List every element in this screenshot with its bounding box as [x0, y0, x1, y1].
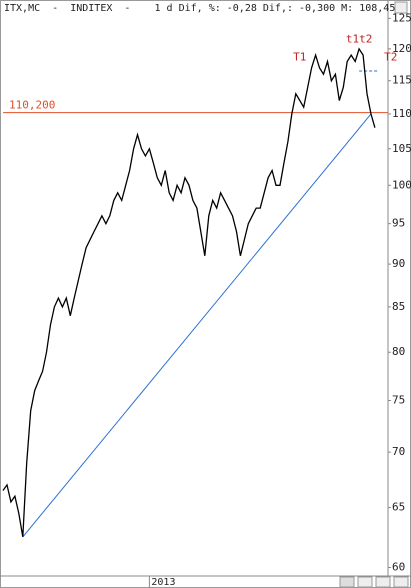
zoom-out-button[interactable]: [375, 576, 391, 588]
y-tick-label: 115: [392, 74, 411, 87]
y-tick-label: 120: [392, 42, 411, 55]
toolbar: [339, 576, 409, 588]
chart-title: ITX,MC - INDITEX - 1 d Dif, %: -0,28 Dif…: [4, 3, 401, 14]
y-tick-label: 95: [392, 217, 405, 230]
fit-button[interactable]: [393, 576, 409, 588]
menu-button[interactable]: [394, 1, 408, 14]
y-tick-label: 65: [392, 501, 405, 514]
annotation: T1: [293, 51, 306, 64]
y-tick-label: 80: [392, 345, 405, 358]
scroll-button[interactable]: [339, 576, 355, 588]
y-tick-label: 125: [392, 11, 411, 24]
y-tick-label: 105: [392, 142, 411, 155]
y-tick-label: 85: [392, 300, 405, 313]
trend-line: [22, 113, 372, 538]
y-tick-label: 100: [392, 178, 411, 191]
y-tick-label: 60: [392, 560, 405, 573]
horizontal-line-label: 110,200: [9, 99, 55, 112]
zoom-in-button[interactable]: [357, 576, 373, 588]
y-tick-label: 90: [392, 257, 405, 270]
y-tick-label: 75: [392, 394, 405, 407]
annotation: T2: [384, 51, 397, 64]
price-line: [2, 47, 376, 538]
x-tick-label: 2013: [151, 577, 175, 588]
annotation: t1t2: [346, 33, 373, 46]
y-tick-label: 70: [392, 445, 405, 458]
y-tick-label: 110: [392, 107, 411, 120]
